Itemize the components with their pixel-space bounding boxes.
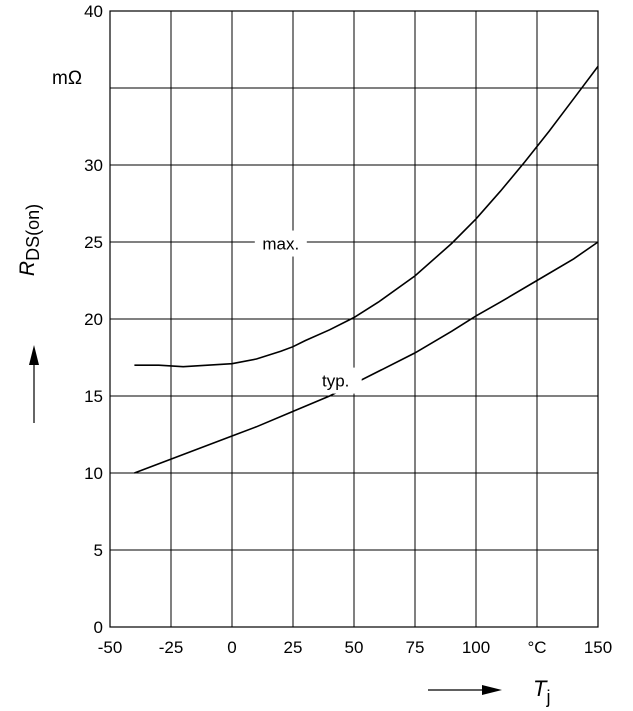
x-axis-arrow <box>428 685 502 695</box>
y-axis-symbol: R <box>16 261 39 276</box>
x-axis-subscript: j <box>545 687 550 707</box>
series-line-typ <box>134 241 599 474</box>
y-tick-label: 0 <box>94 618 103 637</box>
x-tick-label: -25 <box>159 638 184 657</box>
curve-label-bg <box>309 367 362 394</box>
y-tick-label: 40 <box>84 2 103 21</box>
y-tick-label: 10 <box>84 464 103 483</box>
x-axis-symbol: T <box>533 676 548 701</box>
curve-labels: max. typ. <box>254 230 362 394</box>
x-tick-label: °C <box>527 638 546 657</box>
svg-text:RDS(on): RDS(on) <box>16 204 43 276</box>
plot-frame <box>109 10 599 628</box>
curve-label-max: max. <box>262 235 299 254</box>
y-tick-label: 30 <box>84 156 103 175</box>
y-axis-subscript: DS(on) <box>23 204 43 261</box>
curves <box>134 65 599 474</box>
y-tick-label: 20 <box>84 310 103 329</box>
series-line-max <box>134 65 599 368</box>
y-unit-label: mΩ <box>52 68 82 89</box>
y-tick-label: 15 <box>84 387 103 406</box>
x-tick-label: 150 <box>584 638 612 657</box>
tick-labels: -50 -25 0 25 50 75 100 °C 150 0 5 10 15 20 25 30 40 <box>84 2 612 657</box>
y-axis-label: RDS(on) <box>16 204 43 276</box>
x-tick-label: 75 <box>406 638 425 657</box>
x-tick-label: 100 <box>462 638 490 657</box>
y-tick-label: 5 <box>94 541 103 560</box>
curve-label-bg <box>254 230 307 257</box>
curve-label-typ: typ. <box>322 372 349 391</box>
x-tick-label: 0 <box>227 638 236 657</box>
grid <box>109 10 599 628</box>
x-axis-label: Tj <box>533 676 550 707</box>
x-tick-label: 50 <box>345 638 364 657</box>
y-tick-label: 25 <box>84 233 103 252</box>
y-axis-arrow <box>29 345 39 423</box>
x-tick-label: -50 <box>98 638 123 657</box>
x-tick-label: 25 <box>284 638 303 657</box>
